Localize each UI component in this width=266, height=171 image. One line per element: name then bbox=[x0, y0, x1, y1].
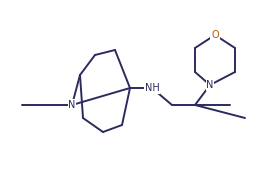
Text: NH: NH bbox=[145, 83, 159, 93]
Text: N: N bbox=[206, 80, 214, 90]
Text: N: N bbox=[68, 100, 76, 110]
Text: O: O bbox=[211, 30, 219, 40]
